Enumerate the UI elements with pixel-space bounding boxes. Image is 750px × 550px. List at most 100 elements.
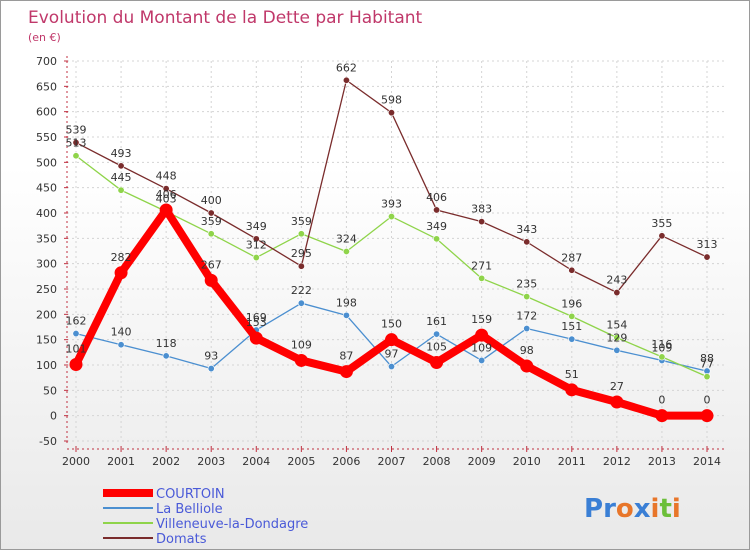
x-tick-label: 2000: [62, 455, 90, 468]
data-point: [613, 346, 621, 354]
data-point: [655, 409, 669, 423]
data-point: [565, 383, 579, 397]
data-label: 51: [565, 368, 579, 381]
data-point: [342, 311, 350, 319]
data-label: 445: [111, 171, 132, 184]
data-label: 0: [658, 394, 665, 407]
data-label: 109: [651, 341, 672, 354]
x-axis: 2000 2001 2002 2003 2004 2005 2006 2007 2008 2009…: [62, 446, 727, 468]
data-label: 267: [201, 258, 222, 271]
data-point: [207, 365, 215, 373]
data-point: [339, 365, 353, 379]
x-tick-label: 2001: [107, 455, 135, 468]
data-point: [703, 253, 711, 261]
data-point: [159, 203, 173, 217]
data-label: 287: [561, 251, 582, 264]
x-tick-label: 2012: [603, 455, 631, 468]
data-point: [117, 162, 125, 170]
data-label: 198: [336, 296, 357, 309]
legend-label: Domats: [156, 532, 207, 547]
data-label: 93: [204, 350, 218, 363]
data-point: [207, 230, 215, 238]
data-label: 324: [336, 233, 357, 246]
legend-label: COURTOIN: [156, 487, 225, 502]
data-point: [658, 353, 666, 361]
data-label: 393: [381, 198, 402, 211]
data-label: 383: [471, 203, 492, 216]
y-tick-label: 350: [36, 232, 57, 245]
data-point: [204, 273, 218, 287]
chart-title: Evolution du Montant de la Dette par Hab…: [28, 8, 423, 28]
data-point: [252, 235, 260, 243]
data-point: [387, 109, 395, 117]
data-point: [700, 409, 714, 423]
data-label: 116: [651, 338, 672, 351]
x-tick-label: 2013: [648, 455, 676, 468]
data-label: 77: [700, 358, 714, 371]
x-tick-label: 2011: [558, 455, 586, 468]
x-tick-label: 2006: [332, 455, 360, 468]
y-tick-label: 0: [50, 410, 57, 423]
data-label: 493: [111, 147, 132, 160]
data-label: 169: [246, 311, 267, 324]
data-label: 101: [66, 342, 87, 355]
y-tick-label: 100: [36, 359, 57, 372]
data-point: [478, 356, 486, 364]
logo-letter: i: [672, 494, 681, 524]
data-label: 662: [336, 61, 357, 74]
data-label: 598: [381, 94, 402, 107]
data-point: [568, 335, 576, 343]
data-point: [475, 328, 489, 342]
legend-label: Villeneuve-la-Dondagre: [156, 517, 308, 532]
y-tick-label: 150: [36, 334, 57, 347]
data-point: [433, 235, 441, 243]
data-label: 406: [156, 188, 177, 201]
data-point: [523, 293, 531, 301]
logo-letter: P: [584, 494, 603, 524]
x-tick-label: 2007: [378, 455, 406, 468]
data-point: [387, 213, 395, 221]
data-point: [342, 248, 350, 256]
data-point: [385, 333, 398, 347]
data-label: 196: [561, 297, 582, 310]
y-tick-label: 600: [36, 106, 57, 119]
data-label: 359: [291, 215, 312, 228]
data-label: 406: [426, 191, 447, 204]
data-point: [433, 330, 441, 338]
data-point: [430, 355, 444, 369]
data-point: [610, 395, 624, 409]
y-tick-label: 550: [36, 131, 57, 144]
data-point: [478, 218, 486, 226]
data-label: 88: [700, 352, 714, 365]
data-point: [294, 353, 308, 367]
data-point: [297, 299, 305, 307]
legend-label: La Belliole: [156, 502, 223, 517]
data-label: 87: [339, 350, 353, 363]
y-tick-label: 300: [36, 258, 57, 271]
data-point: [658, 232, 666, 240]
data-label: 172: [516, 310, 537, 323]
x-tick-label: 2005: [287, 455, 315, 468]
data-label: 448: [156, 170, 177, 183]
data-point: [252, 254, 260, 262]
data-label: 343: [516, 223, 537, 236]
data-label: 400: [201, 194, 222, 207]
data-point: [523, 238, 531, 246]
data-point: [613, 334, 621, 342]
data-label: 105: [426, 340, 447, 353]
data-label: 359: [201, 215, 222, 228]
data-label: 235: [516, 278, 537, 291]
data-label: 162: [66, 315, 87, 328]
data-point: [114, 266, 128, 280]
data-label: 349: [246, 220, 267, 233]
data-point: [387, 363, 395, 371]
data-point: [568, 266, 576, 274]
data-point: [162, 352, 170, 360]
chart-subtitle: (en €): [28, 31, 61, 44]
data-point: [523, 325, 531, 333]
data-label: 295: [291, 247, 312, 260]
data-label: 151: [561, 320, 582, 333]
data-label: 539: [66, 124, 87, 137]
